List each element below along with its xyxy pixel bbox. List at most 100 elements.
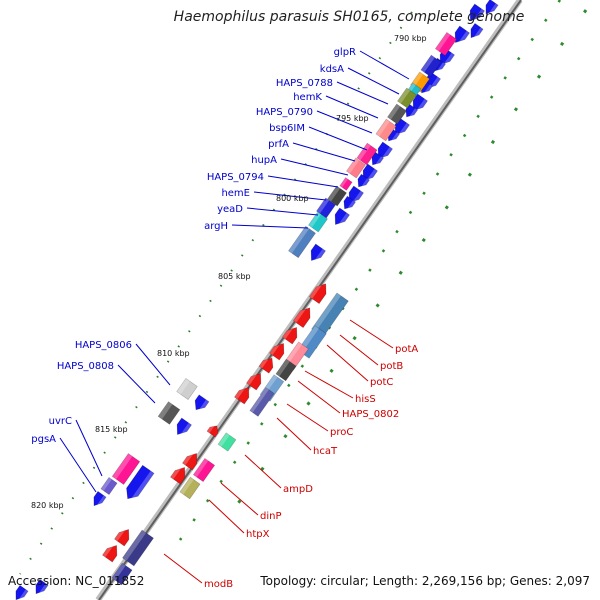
gene-label-forward: uvrC bbox=[49, 416, 72, 427]
gene-block-modB bbox=[111, 562, 133, 586]
leader-line bbox=[163, 553, 203, 584]
gene-block-HAPS_0790 bbox=[387, 103, 407, 125]
gene-label-reverse: ampD bbox=[283, 484, 313, 495]
map-title: Haemophilus parasuis SH0165, complete ge… bbox=[173, 9, 525, 25]
gene-block-prfA bbox=[356, 142, 378, 166]
leader-line bbox=[231, 224, 309, 229]
reverse-gene-arrow bbox=[308, 283, 327, 305]
reverse-gene-arrow bbox=[258, 357, 274, 374]
gene-label-reverse: modB bbox=[204, 579, 233, 590]
scale-tick-label: 790 kbp bbox=[394, 34, 427, 43]
leader-line bbox=[349, 319, 394, 349]
forward-gene-arrow bbox=[357, 173, 370, 188]
gene-block-yeaD2 bbox=[308, 211, 328, 233]
forward-gene-arrow bbox=[93, 490, 107, 507]
gene-block-HAPS_0808 bbox=[157, 401, 181, 425]
forward-gene-arrow bbox=[15, 584, 29, 600]
scale-tick-label: 815 kbp bbox=[95, 425, 128, 434]
gene-label-reverse: hcaT bbox=[313, 446, 338, 457]
gene-label-forward: HAPS_0808 bbox=[57, 361, 114, 372]
leader-line bbox=[117, 364, 156, 404]
scale-tick-label: 820 kbp bbox=[31, 501, 64, 510]
leader-line bbox=[308, 126, 368, 151]
forward-gene-arrow bbox=[469, 3, 485, 21]
leader-line bbox=[336, 81, 389, 105]
gene-label-reverse: dinP bbox=[260, 511, 282, 522]
gene-label-forward: argH bbox=[204, 221, 228, 232]
forward-gene-arrow bbox=[194, 394, 210, 411]
forward-gene-arrow bbox=[412, 93, 428, 111]
gene-block-hemE bbox=[327, 185, 347, 207]
reverse-gene-arrow bbox=[206, 425, 219, 438]
gene-label-reverse: proC bbox=[330, 427, 353, 438]
gene-label-forward: HAPS_0790 bbox=[256, 107, 313, 118]
leader-lines bbox=[59, 50, 410, 584]
reverse-gene-arrow bbox=[246, 373, 262, 391]
leader-line bbox=[267, 175, 339, 188]
leader-line bbox=[220, 482, 259, 516]
leader-line bbox=[316, 110, 373, 134]
reverse-gene-arrow bbox=[102, 545, 118, 563]
gene-labels: glpR kdsA HAPS_0788 hemK HAPS_0790 bsp6IM prfA… bbox=[31, 47, 418, 590]
leader-line bbox=[59, 437, 97, 493]
gene-block-ampD bbox=[192, 457, 216, 483]
forward-gene-arrow bbox=[343, 195, 356, 210]
reverse-gene-arrow bbox=[292, 307, 311, 329]
leader-line bbox=[304, 370, 354, 399]
reverse-gene-arrow bbox=[182, 453, 198, 471]
gene-label-forward: yeaD bbox=[217, 204, 243, 215]
scale-tick-label: 805 kbp bbox=[218, 272, 251, 281]
gene-block-HAPS_0806 bbox=[176, 378, 198, 400]
leader-line bbox=[244, 454, 282, 489]
gene-block-htpX bbox=[122, 529, 154, 567]
gene-label-forward: glpR bbox=[334, 47, 356, 58]
gene-label-forward: hupA bbox=[251, 155, 277, 166]
gene-label-reverse: htpX bbox=[246, 529, 270, 540]
reverse-gene-arrow bbox=[114, 529, 130, 547]
gene-block-yeaD bbox=[316, 197, 336, 219]
gene-label-reverse: potC bbox=[370, 377, 393, 388]
reverse-gene-arrow bbox=[269, 343, 285, 361]
leader-line bbox=[75, 419, 103, 477]
forward-gene-arrow bbox=[470, 22, 484, 39]
forward-gene-arrow bbox=[176, 417, 192, 435]
scale-labels: 790 kbp 795 kbp 800 kbp 805 kbp 810 kbp 815 k… bbox=[31, 34, 427, 510]
leader-line bbox=[208, 499, 245, 534]
leader-line bbox=[246, 207, 319, 216]
gene-label-forward: HAPS_0806 bbox=[75, 340, 132, 351]
leader-line bbox=[280, 158, 349, 176]
scale-tick-label: 800 kbp bbox=[276, 194, 309, 203]
gene-label-forward: prfA bbox=[268, 139, 289, 150]
reverse-gene-arrow bbox=[234, 387, 250, 405]
leader-line bbox=[286, 403, 329, 432]
scale-tick-label: 810 kbp bbox=[157, 349, 190, 358]
gene-features bbox=[15, 0, 499, 600]
topology-text: Topology: circular; Length: 2,269,156 bp… bbox=[260, 574, 590, 588]
gene-block-hisS bbox=[275, 358, 297, 382]
gene-block-hemK bbox=[397, 87, 417, 109]
reverse-gene-arrow bbox=[282, 327, 298, 345]
forward-gene-arrow bbox=[334, 207, 350, 225]
leader-line bbox=[253, 191, 327, 201]
gene-label-forward: pgsA bbox=[31, 434, 56, 445]
gene-label-forward: HAPS_0794 bbox=[207, 172, 264, 183]
forward-gene-arrow bbox=[310, 243, 326, 261]
gene-block-pgsA bbox=[100, 476, 118, 496]
gc-skew-track bbox=[178, 0, 562, 541]
gene-block-dinP bbox=[179, 476, 201, 500]
forward-gene-arrow bbox=[405, 103, 418, 118]
gene-label-reverse: potA bbox=[395, 344, 418, 355]
gene-block-HAPS_0794 bbox=[339, 177, 353, 191]
forward-gene-arrow bbox=[394, 117, 410, 135]
gene-block-glpR bbox=[434, 31, 458, 57]
forward-gene-arrow bbox=[126, 464, 155, 500]
forward-gene-arrow bbox=[377, 141, 393, 159]
leader-line bbox=[325, 95, 379, 119]
gene-label-forward: HAPS_0788 bbox=[276, 78, 333, 89]
leader-line bbox=[326, 344, 369, 382]
gene-label-reverse: HAPS_0802 bbox=[342, 409, 399, 420]
forward-gene-arrow bbox=[454, 25, 470, 43]
gene-label-forward: bsp6IM bbox=[269, 123, 305, 134]
gene-block-argH bbox=[288, 225, 316, 259]
